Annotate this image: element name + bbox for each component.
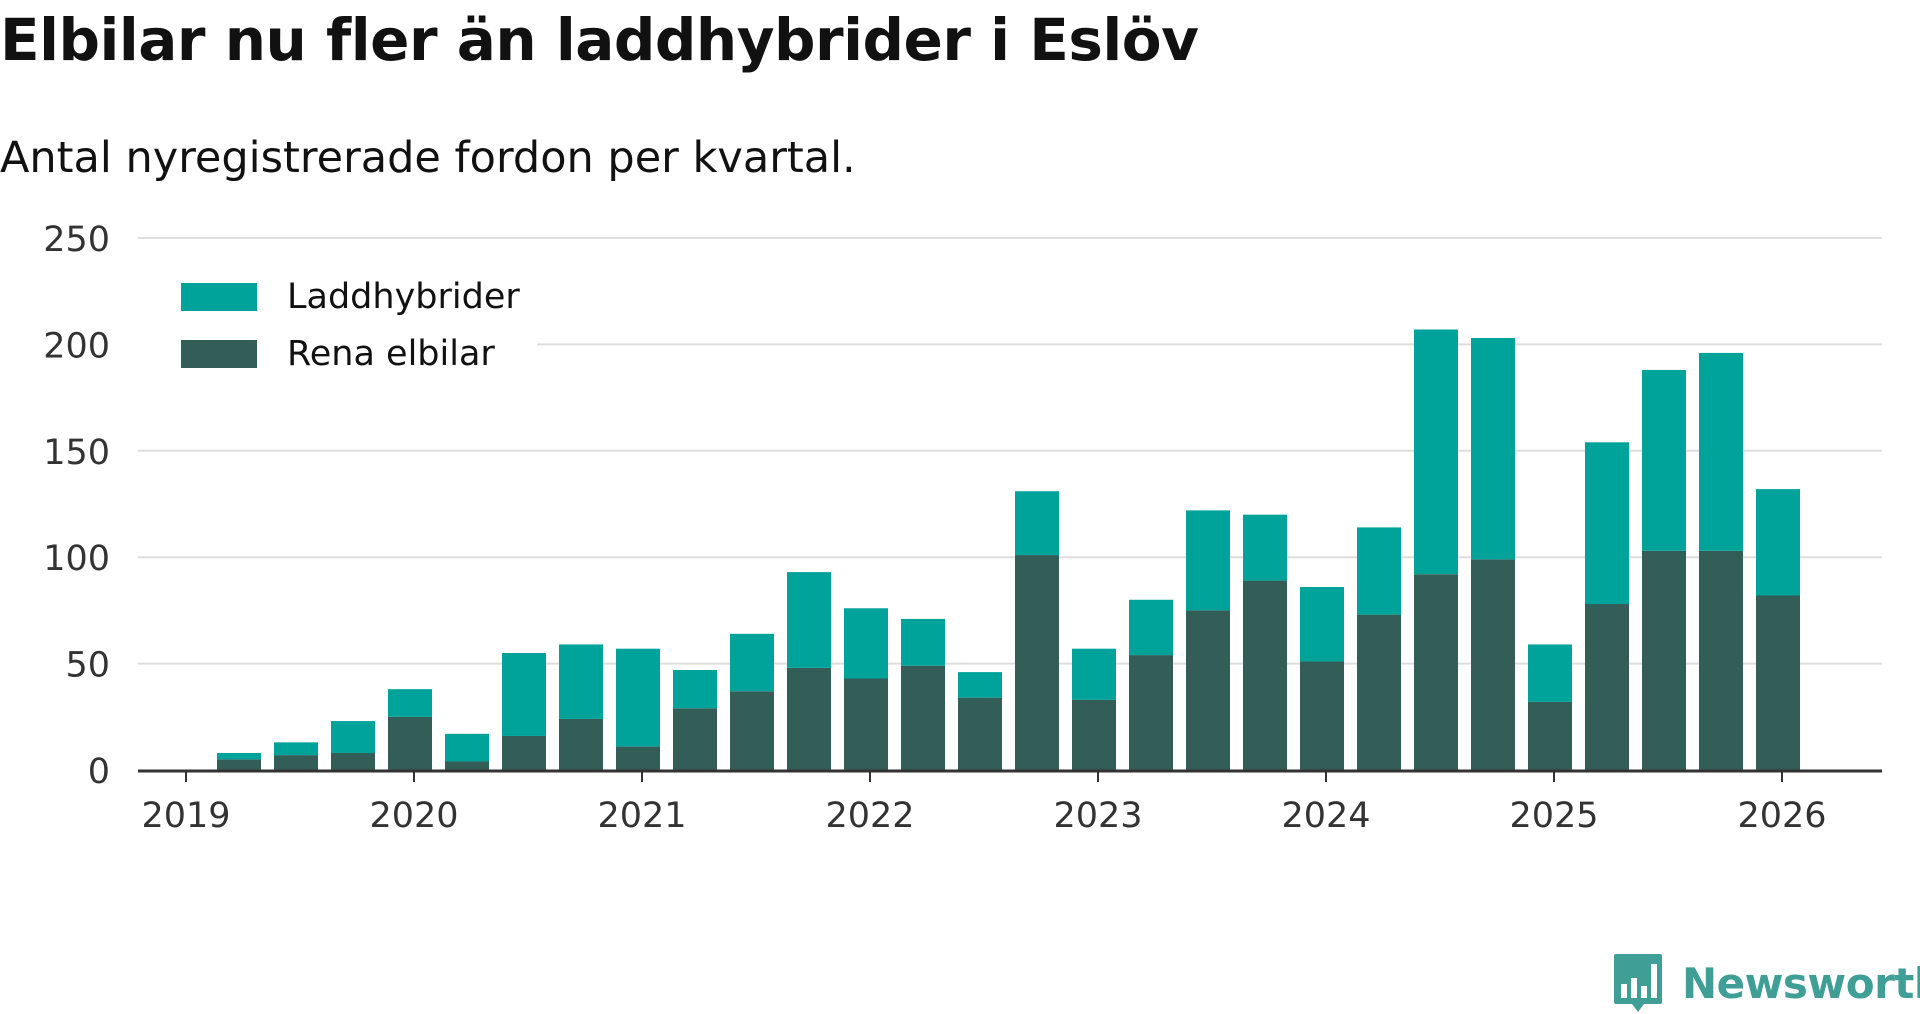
bar-rena-elbilar xyxy=(901,665,945,770)
bar-rena-elbilar xyxy=(1129,655,1173,770)
x-axis: 2019 2020 2021 2022 2023 2024 2025 2026 xyxy=(138,769,1882,836)
bar-rena-elbilar xyxy=(1414,574,1458,770)
bar-laddhybrider xyxy=(1642,369,1686,551)
y-axis: 0 50 100 150 200 250 xyxy=(43,220,110,792)
y-tick-label: 150 xyxy=(43,433,110,473)
x-tick-label: 2026 xyxy=(1737,796,1826,836)
chart-title: Elbilar nu fler än laddhybrider i Eslöv xyxy=(0,6,1199,74)
bar-laddhybrider xyxy=(1471,338,1515,560)
bar-laddhybrider xyxy=(958,672,1002,698)
bar-laddhybrider xyxy=(1300,586,1344,662)
x-tick-label: 2024 xyxy=(1281,796,1370,836)
x-tick-label: 2022 xyxy=(825,796,914,836)
bar-rena-elbilar xyxy=(559,718,603,770)
bar-laddhybrider xyxy=(1528,644,1572,702)
y-tick-label: 100 xyxy=(43,539,110,579)
chart-subtitle: Antal nyregistrerade fordon per kvartal. xyxy=(0,133,856,183)
bar-laddhybrider xyxy=(274,742,318,756)
bar-laddhybrider xyxy=(331,721,375,753)
bar-laddhybrider xyxy=(1414,329,1458,575)
bar-rena-elbilar xyxy=(1357,614,1401,770)
bar-laddhybrider xyxy=(502,652,546,736)
bar-rena-elbilar xyxy=(388,716,432,770)
y-tick-label: 50 xyxy=(65,646,110,686)
y-tick-label: 250 xyxy=(43,220,110,260)
bar-laddhybrider xyxy=(844,608,888,679)
bar-rena-elbilar xyxy=(274,755,318,770)
bar-laddhybrider xyxy=(1015,491,1059,556)
bar-rena-elbilar xyxy=(1072,699,1116,770)
bars xyxy=(217,329,1800,770)
bar-laddhybrider xyxy=(730,633,774,692)
legend-label: Laddhybrider xyxy=(287,277,520,317)
bar-laddhybrider xyxy=(901,618,945,666)
bar-rena-elbilar xyxy=(1642,550,1686,770)
bar-rena-elbilar xyxy=(844,678,888,770)
bar-laddhybrider xyxy=(445,733,489,762)
legend-swatch xyxy=(181,283,257,311)
bar-rena-elbilar xyxy=(958,697,1002,770)
bar-rena-elbilar xyxy=(445,761,489,770)
x-tick-label: 2019 xyxy=(141,796,230,836)
y-tick-label: 0 xyxy=(88,752,110,792)
bar-rena-elbilar xyxy=(1471,559,1515,770)
bar-rena-elbilar xyxy=(217,759,261,770)
bar-rena-elbilar xyxy=(1585,604,1629,770)
bar-laddhybrider xyxy=(1756,489,1800,596)
legend-swatch xyxy=(181,340,257,368)
bar-laddhybrider xyxy=(1072,648,1116,700)
y-tick-label: 200 xyxy=(43,326,110,366)
bar-rena-elbilar xyxy=(1243,580,1287,770)
bar-rena-elbilar xyxy=(331,752,375,770)
x-tick-label: 2020 xyxy=(369,796,458,836)
brand-logo: Newsworthy xyxy=(1612,952,1920,1014)
bar-laddhybrider xyxy=(559,644,603,719)
x-tick-label: 2021 xyxy=(597,796,686,836)
legend-label: Rena elbilar xyxy=(287,334,495,374)
bar-rena-elbilar xyxy=(1699,550,1743,770)
bar-laddhybrider xyxy=(217,752,261,760)
bar-laddhybrider xyxy=(1585,442,1629,605)
bar-rena-elbilar xyxy=(673,708,717,770)
bar-laddhybrider xyxy=(1243,514,1287,581)
bar-rena-elbilar xyxy=(616,746,660,770)
stacked-bar-chart: 0 50 100 150 200 250 2019 2020 2021 2022 2023 2024… xyxy=(43,220,1882,836)
newsworthy-logo-icon xyxy=(1614,954,1662,1012)
x-tick-label: 2025 xyxy=(1509,796,1598,836)
bar-laddhybrider xyxy=(1357,527,1401,615)
bar-laddhybrider xyxy=(388,689,432,717)
bar-laddhybrider xyxy=(1186,510,1230,611)
bar-laddhybrider xyxy=(673,669,717,709)
brand-name: Newsworthy xyxy=(1682,958,1920,1008)
bar-rena-elbilar xyxy=(1300,661,1344,770)
bar-laddhybrider xyxy=(1129,599,1173,656)
bar-rena-elbilar xyxy=(730,691,774,770)
bar-laddhybrider xyxy=(787,572,831,668)
bar-rena-elbilar xyxy=(1756,595,1800,770)
bar-rena-elbilar xyxy=(787,667,831,770)
bar-rena-elbilar xyxy=(1528,701,1572,770)
legend: Laddhybrider Rena elbilar xyxy=(137,264,537,378)
x-tick-label: 2023 xyxy=(1053,796,1142,836)
bar-rena-elbilar xyxy=(1015,555,1059,770)
bar-rena-elbilar xyxy=(502,735,546,770)
bar-laddhybrider xyxy=(616,648,660,747)
bar-laddhybrider xyxy=(1699,352,1743,551)
bar-rena-elbilar xyxy=(1186,610,1230,770)
